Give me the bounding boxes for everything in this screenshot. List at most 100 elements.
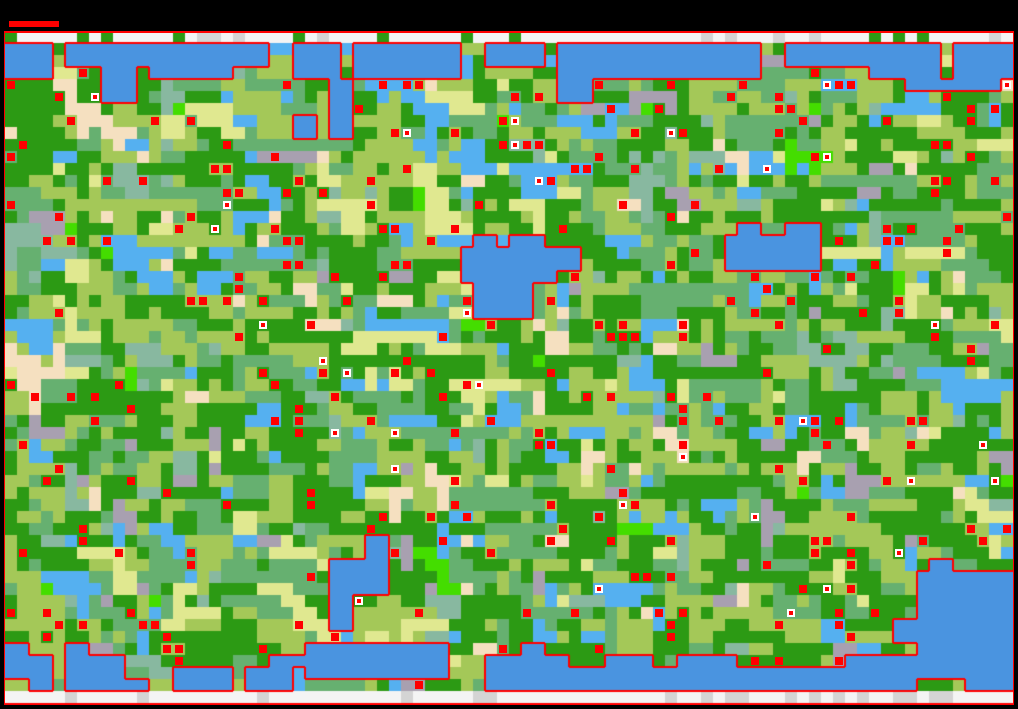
- unit-marker[interactable]: [55, 621, 63, 629]
- unit-marker[interactable]: [79, 537, 87, 545]
- unit-marker[interactable]: [331, 273, 339, 281]
- unit-marker[interactable]: [19, 141, 27, 149]
- unit-marker[interactable]: [679, 441, 687, 449]
- unit-marker[interactable]: [295, 621, 303, 629]
- unit-marker[interactable]: [31, 393, 39, 401]
- unit-marker[interactable]: [811, 417, 819, 425]
- unit-marker[interactable]: [967, 357, 975, 365]
- unit-marker[interactable]: [1003, 213, 1011, 221]
- unit-marker[interactable]: [19, 441, 27, 449]
- unit-marker[interactable]: [235, 285, 243, 293]
- unit-marker[interactable]: [271, 225, 279, 233]
- unit-marker[interactable]: [931, 321, 939, 329]
- unit-marker[interactable]: [679, 321, 687, 329]
- unit-marker[interactable]: [451, 429, 459, 437]
- unit-marker[interactable]: [283, 81, 291, 89]
- unit-marker[interactable]: [391, 261, 399, 269]
- unit-marker[interactable]: [799, 585, 807, 593]
- unit-marker[interactable]: [775, 657, 783, 665]
- unit-marker[interactable]: [967, 525, 975, 533]
- unit-marker[interactable]: [403, 129, 411, 137]
- unit-marker[interactable]: [487, 417, 495, 425]
- unit-marker[interactable]: [595, 153, 603, 161]
- unit-marker[interactable]: [7, 381, 15, 389]
- unit-marker[interactable]: [391, 465, 399, 473]
- unit-marker[interactable]: [55, 309, 63, 317]
- unit-marker[interactable]: [607, 333, 615, 341]
- unit-marker[interactable]: [67, 117, 75, 125]
- unit-marker[interactable]: [655, 609, 663, 617]
- unit-marker[interactable]: [235, 333, 243, 341]
- unit-marker[interactable]: [595, 585, 603, 593]
- unit-marker[interactable]: [607, 105, 615, 113]
- unit-marker[interactable]: [451, 477, 459, 485]
- unit-marker[interactable]: [127, 609, 135, 617]
- unit-marker[interactable]: [751, 309, 759, 317]
- unit-marker[interactable]: [139, 621, 147, 629]
- unit-marker[interactable]: [991, 477, 999, 485]
- unit-marker[interactable]: [535, 141, 543, 149]
- unit-marker[interactable]: [187, 213, 195, 221]
- unit-marker[interactable]: [679, 405, 687, 413]
- unit-marker[interactable]: [355, 105, 363, 113]
- unit-marker[interactable]: [379, 225, 387, 233]
- unit-marker[interactable]: [367, 525, 375, 533]
- unit-marker[interactable]: [823, 585, 831, 593]
- unit-marker[interactable]: [703, 393, 711, 401]
- unit-marker[interactable]: [67, 393, 75, 401]
- unit-marker[interactable]: [535, 441, 543, 449]
- unit-marker[interactable]: [283, 237, 291, 245]
- unit-marker[interactable]: [775, 105, 783, 113]
- unit-marker[interactable]: [91, 393, 99, 401]
- unit-marker[interactable]: [643, 573, 651, 581]
- unit-marker[interactable]: [943, 249, 951, 257]
- unit-marker[interactable]: [811, 429, 819, 437]
- unit-marker[interactable]: [175, 225, 183, 233]
- unit-marker[interactable]: [103, 237, 111, 245]
- unit-marker[interactable]: [943, 141, 951, 149]
- unit-marker[interactable]: [331, 633, 339, 641]
- unit-marker[interactable]: [991, 105, 999, 113]
- unit-marker[interactable]: [7, 153, 15, 161]
- unit-marker[interactable]: [487, 549, 495, 557]
- unit-marker[interactable]: [691, 201, 699, 209]
- unit-marker[interactable]: [547, 441, 555, 449]
- unit-marker[interactable]: [151, 621, 159, 629]
- unit-marker[interactable]: [619, 321, 627, 329]
- unit-marker[interactable]: [679, 129, 687, 137]
- unit-marker[interactable]: [727, 93, 735, 101]
- unit-marker[interactable]: [715, 417, 723, 425]
- unit-marker[interactable]: [1003, 81, 1011, 89]
- unit-marker[interactable]: [655, 105, 663, 113]
- unit-marker[interactable]: [379, 513, 387, 521]
- unit-marker[interactable]: [775, 621, 783, 629]
- unit-marker[interactable]: [319, 369, 327, 377]
- unit-marker[interactable]: [883, 237, 891, 245]
- unit-marker[interactable]: [55, 465, 63, 473]
- unit-marker[interactable]: [967, 153, 975, 161]
- unit-marker[interactable]: [499, 117, 507, 125]
- unit-marker[interactable]: [763, 369, 771, 377]
- unit-marker[interactable]: [907, 225, 915, 233]
- unit-marker[interactable]: [943, 177, 951, 185]
- unit-marker[interactable]: [799, 117, 807, 125]
- unit-marker[interactable]: [319, 189, 327, 197]
- unit-marker[interactable]: [895, 309, 903, 317]
- unit-marker[interactable]: [907, 417, 915, 425]
- unit-marker[interactable]: [811, 273, 819, 281]
- unit-marker[interactable]: [463, 309, 471, 317]
- unit-marker[interactable]: [559, 225, 567, 233]
- unit-marker[interactable]: [463, 381, 471, 389]
- unit-marker[interactable]: [691, 249, 699, 257]
- unit-marker[interactable]: [811, 549, 819, 557]
- unit-marker[interactable]: [463, 513, 471, 521]
- unit-marker[interactable]: [223, 141, 231, 149]
- unit-marker[interactable]: [919, 537, 927, 545]
- unit-marker[interactable]: [511, 93, 519, 101]
- world-map[interactable]: [5, 33, 1013, 705]
- unit-marker[interactable]: [43, 633, 51, 641]
- unit-marker[interactable]: [331, 393, 339, 401]
- unit-marker[interactable]: [295, 237, 303, 245]
- unit-marker[interactable]: [619, 489, 627, 497]
- unit-marker[interactable]: [79, 525, 87, 533]
